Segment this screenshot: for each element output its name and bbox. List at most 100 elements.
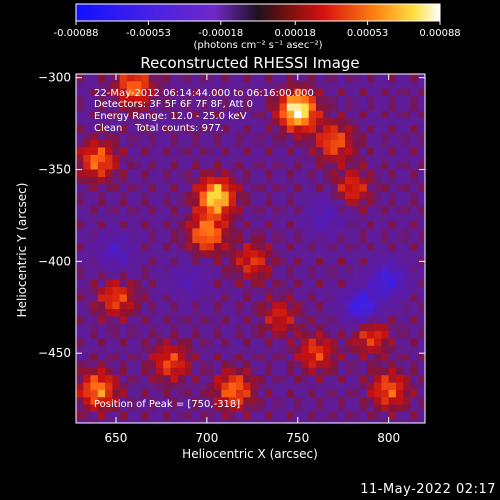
heatmap-cell xyxy=(250,228,259,237)
heatmap-cell xyxy=(119,125,128,134)
heatmap-cell xyxy=(243,191,251,200)
heatmap-cell xyxy=(330,309,339,317)
heatmap-cell xyxy=(417,103,425,112)
heatmap-cell xyxy=(235,367,244,376)
heatmap-cell xyxy=(134,228,142,237)
heatmap-cell xyxy=(279,81,288,90)
heatmap-cell xyxy=(112,132,121,141)
heatmap-cell xyxy=(83,103,91,112)
heatmap-cell xyxy=(134,345,142,354)
heatmap-cell xyxy=(90,125,99,134)
heatmap-cell xyxy=(97,169,106,178)
heatmap-cell xyxy=(199,411,208,420)
heatmap-cell xyxy=(119,103,128,112)
heatmap-cell xyxy=(279,198,288,207)
heatmap-cell xyxy=(374,88,382,97)
heatmap-cell xyxy=(243,96,251,104)
heatmap-cell xyxy=(126,397,135,406)
heatmap-cell xyxy=(141,272,150,281)
heatmap-cell xyxy=(199,198,208,207)
heatmap-cell xyxy=(279,118,288,126)
heatmap-cell xyxy=(403,360,411,369)
heatmap-cell xyxy=(403,147,411,156)
heatmap-cell xyxy=(177,397,186,406)
heatmap-cell xyxy=(185,74,193,82)
heatmap-cell xyxy=(352,367,360,376)
heatmap-cell xyxy=(199,242,208,251)
heatmap-cell xyxy=(395,118,404,126)
heatmap-cell xyxy=(206,235,215,244)
heatmap-cell xyxy=(257,235,266,244)
heatmap-cell xyxy=(265,198,273,207)
heatmap-cell xyxy=(330,360,339,369)
heatmap-cell xyxy=(308,367,317,376)
heatmap-cell xyxy=(381,367,390,376)
heatmap-cell xyxy=(141,397,150,406)
heatmap-cell xyxy=(345,250,353,259)
heatmap-cell xyxy=(177,375,186,383)
heatmap-cell xyxy=(359,184,368,192)
heatmap-cell xyxy=(199,353,208,361)
heatmap-cell xyxy=(308,397,317,406)
heatmap-cell xyxy=(126,74,135,82)
heatmap-cell xyxy=(272,375,280,383)
heatmap-cell xyxy=(119,331,128,339)
heatmap-cell xyxy=(323,140,331,148)
heatmap-cell xyxy=(177,176,186,185)
heatmap-cell xyxy=(301,389,310,398)
heatmap-cell xyxy=(294,198,302,207)
heatmap-cell xyxy=(294,257,302,266)
heatmap-cell xyxy=(323,316,331,325)
heatmap-cell xyxy=(410,176,419,185)
heatmap-cell xyxy=(308,360,317,369)
heatmap-cell xyxy=(301,242,310,251)
heatmap-cell xyxy=(323,213,331,222)
heatmap-cell xyxy=(163,162,171,170)
heatmap-cell xyxy=(301,206,310,214)
heatmap-cell xyxy=(294,375,302,383)
heatmap-cell xyxy=(105,338,113,347)
heatmap-cell xyxy=(177,250,186,259)
heatmap-cell xyxy=(286,353,295,361)
heatmap-cell xyxy=(163,88,171,97)
heatmap-cell xyxy=(134,353,142,361)
heatmap-cell xyxy=(286,272,295,281)
heatmap-cell xyxy=(243,242,251,251)
heatmap-cell xyxy=(177,345,186,354)
heatmap-cell xyxy=(105,81,113,90)
heatmap-cell xyxy=(388,103,397,112)
heatmap-cell xyxy=(403,301,411,310)
heatmap-cell xyxy=(250,162,259,170)
heatmap-cell xyxy=(294,213,302,222)
heatmap-cell xyxy=(308,345,317,354)
heatmap-cell xyxy=(352,110,360,119)
heatmap-cell xyxy=(119,375,128,383)
heatmap-cell xyxy=(206,419,215,423)
heatmap-cell xyxy=(265,228,273,237)
heatmap-cell xyxy=(286,397,295,406)
heatmap-cell xyxy=(374,250,382,259)
heatmap-cell xyxy=(257,220,266,229)
heatmap-cell xyxy=(286,382,295,391)
heatmap-cell xyxy=(214,367,222,376)
heatmap-cell xyxy=(228,140,237,148)
heatmap-cell xyxy=(243,88,251,97)
heatmap-cell xyxy=(83,338,91,347)
heatmap-cell xyxy=(294,316,302,325)
heatmap-cell xyxy=(119,360,128,369)
heatmap-cell xyxy=(337,88,346,97)
heatmap-cell xyxy=(388,242,397,251)
heatmap-cell xyxy=(308,81,317,90)
heatmap-cell xyxy=(395,375,404,383)
heatmap-cell xyxy=(90,389,99,398)
heatmap-cell xyxy=(243,323,251,332)
heatmap-cell xyxy=(374,301,382,310)
heatmap-cell xyxy=(206,154,215,163)
heatmap-cell xyxy=(119,367,128,376)
heatmap-cell xyxy=(126,132,135,141)
heatmap-cell xyxy=(199,287,208,295)
heatmap-cell xyxy=(417,367,425,376)
heatmap-cell xyxy=(155,316,164,325)
heatmap-cell xyxy=(170,220,179,229)
heatmap-cell xyxy=(97,419,106,423)
